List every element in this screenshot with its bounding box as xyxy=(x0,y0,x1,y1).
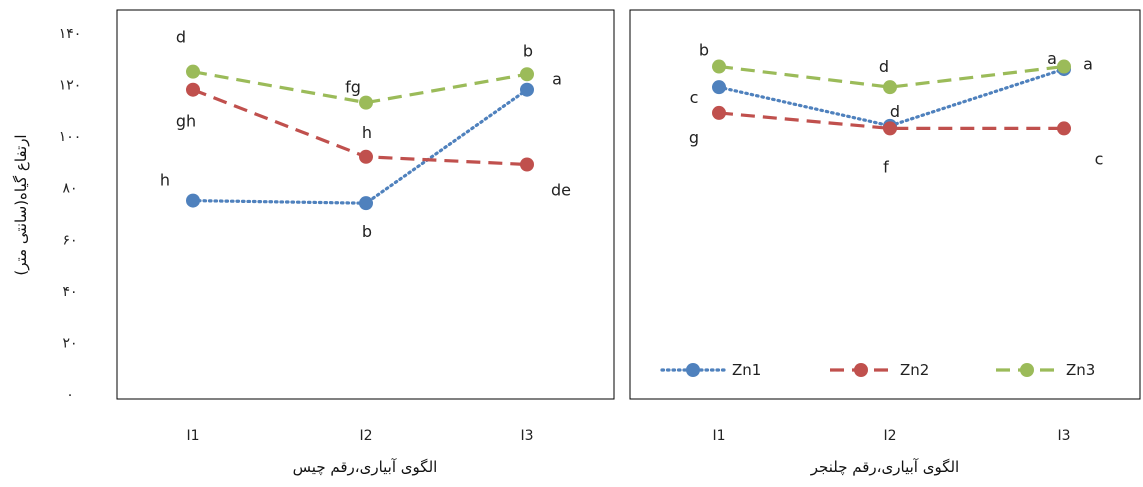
y-tick-label: ۱۰۰ xyxy=(59,129,82,145)
x-axis-title: الگوی آبیاری،رقم چلنجر xyxy=(810,458,959,476)
significance-letter: c xyxy=(690,88,699,107)
x-tick-label: I1 xyxy=(712,428,725,444)
significance-letter: b xyxy=(699,41,709,60)
y-axis-title: ارتفاع گیاه(سانتی متر) xyxy=(12,134,30,275)
series-zn2: gh h de xyxy=(176,82,571,200)
legend-swatch-marker xyxy=(1020,363,1034,377)
significance-letter: b xyxy=(362,222,372,241)
significance-letter: a xyxy=(1047,49,1057,68)
data-point xyxy=(712,105,726,120)
series-zn3: d fg b xyxy=(176,28,534,110)
series-zn1: h b a xyxy=(160,70,562,241)
data-point xyxy=(520,157,534,172)
legend-item-zn3: Zn3 xyxy=(996,361,1095,379)
significance-letter: g xyxy=(689,128,699,147)
x-tick-label: I2 xyxy=(883,428,896,444)
x-tick-label: I1 xyxy=(186,428,199,444)
significance-letter: de xyxy=(551,181,571,200)
significance-letter: h xyxy=(362,123,372,142)
legend-swatch-marker xyxy=(686,363,700,377)
data-point xyxy=(883,121,897,136)
y-tick-label: ۱۴۰ xyxy=(59,26,82,42)
legend-label: Zn2 xyxy=(900,361,929,379)
data-point xyxy=(883,80,897,95)
significance-letter: b xyxy=(523,41,533,60)
significance-letter: h xyxy=(160,171,170,190)
y-tick-label: ۱۲۰ xyxy=(59,78,82,94)
x-tick-label: I2 xyxy=(359,428,372,444)
x-tick-label: I3 xyxy=(1057,428,1070,444)
significance-letter: f xyxy=(883,157,889,176)
y-tick-label: ۴۰ xyxy=(62,284,77,300)
significance-letter: c xyxy=(1095,149,1104,168)
legend-item-zn1: Zn1 xyxy=(660,361,761,379)
series-line xyxy=(718,64,1065,89)
significance-letter: d xyxy=(176,28,186,47)
y-tick-label: ۰ xyxy=(66,387,74,403)
significance-letter: gh xyxy=(176,112,196,131)
significance-letter: d xyxy=(879,57,889,76)
data-point xyxy=(712,80,726,95)
data-point xyxy=(186,82,200,97)
x-tick-labels: I1 I2 I3 xyxy=(186,428,533,444)
significance-letter: a xyxy=(1083,55,1093,74)
plot-frame xyxy=(629,9,1141,400)
legend-label: Zn1 xyxy=(732,361,761,379)
legend-item-zn2: Zn2 xyxy=(830,361,929,379)
significance-letter: a xyxy=(552,70,562,89)
data-point xyxy=(1057,121,1071,136)
series-zn3: bd a xyxy=(699,41,1093,95)
series-zn2: g f c xyxy=(689,105,1104,176)
data-point xyxy=(520,67,534,82)
x-tick-labels: I1 I2 I3 xyxy=(712,428,1070,444)
data-point xyxy=(359,95,373,110)
legend: Zn1 Zn2 Zn3 xyxy=(660,361,1095,379)
data-point xyxy=(520,82,534,97)
data-point xyxy=(359,149,373,164)
data-point xyxy=(186,64,200,79)
y-tick-label: ۶۰ xyxy=(62,232,77,248)
y-tick-label: ۲۰ xyxy=(62,335,77,351)
significance-letter: fg xyxy=(345,78,361,97)
significance-letter: d xyxy=(890,102,900,121)
legend-swatch-marker xyxy=(854,363,868,377)
x-axis-title: الگوی آبیاری،رقم چیس xyxy=(293,458,438,476)
data-point xyxy=(712,59,726,74)
x-tick-label: I3 xyxy=(520,428,533,444)
legend-label: Zn3 xyxy=(1066,361,1095,379)
y-tick-label: ۸۰ xyxy=(62,181,77,197)
y-axis-ticks: ۰ ۲۰ ۴۰ ۶۰ ۸۰ ۱۰۰ ۱۲۰ ۱۴۰ xyxy=(59,26,82,403)
data-point xyxy=(359,196,373,211)
series-layer: c d a g f c b d a xyxy=(689,41,1103,177)
series-line xyxy=(718,111,1064,131)
data-point xyxy=(186,193,200,208)
data-point xyxy=(1057,59,1071,74)
